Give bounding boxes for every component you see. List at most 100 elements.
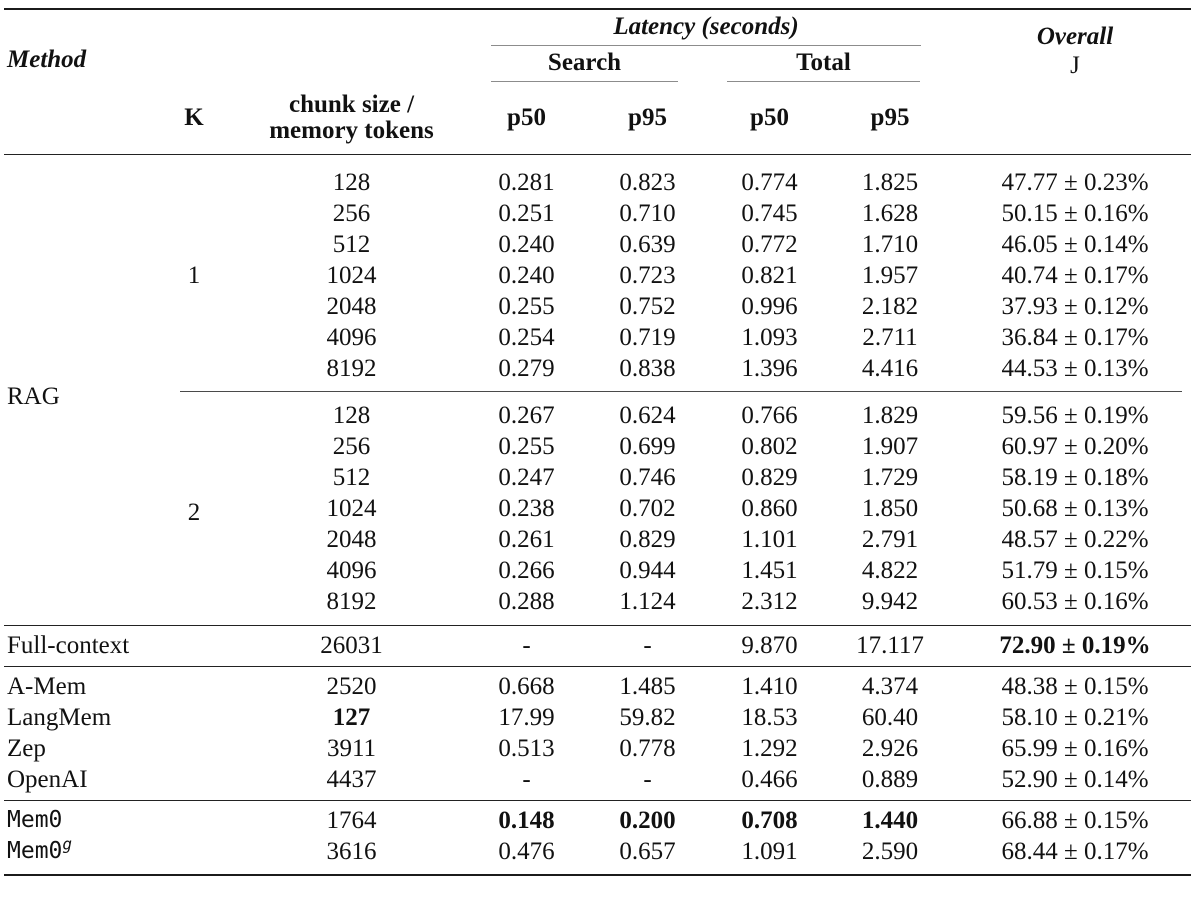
search-p95-cell: 0.752 <box>619 293 676 320</box>
search-p50-cell: - <box>522 766 531 793</box>
search-p95-cell: 0.639 <box>619 231 676 258</box>
chunk-cell: 8192 <box>326 588 377 615</box>
table-body: RAG 1 128 0.281 0.823 0.774 1.825 47.77 … <box>4 155 1191 876</box>
total-p50-cell: 0.996 <box>741 293 798 320</box>
chunk-cell: 2048 <box>326 526 377 553</box>
total-p95-cell: 1.825 <box>861 169 919 196</box>
total-p50-cell: 1.093 <box>741 324 798 351</box>
total-p50-cell: 1.292 <box>741 735 798 762</box>
overall-cell: 36.84 ± 0.17% <box>1001 324 1149 351</box>
table-row: RAG 1 128 0.281 0.823 0.774 1.825 47.77 … <box>4 155 1191 409</box>
search-p95-cell: 0.823 <box>619 169 676 196</box>
table-row-full-context: Full-context 26031 - - 9.870 17.117 72.9… <box>4 625 1191 667</box>
search-p50-cell: 0.267 <box>498 402 555 429</box>
header-latency-group: Latency (seconds) <box>469 9 952 46</box>
overall-cell: 50.15 ± 0.16% <box>1001 200 1149 227</box>
method-cell: Full-context <box>4 625 234 667</box>
search-p50-cell: 0.668 <box>469 666 584 702</box>
search-p95-cell: 0.657 <box>619 838 676 865</box>
k-cell-2: 2 <box>187 499 201 526</box>
header-overall-label: Overall <box>1036 23 1114 50</box>
method-cell: OpenAI <box>7 766 88 793</box>
table-row-openai: OpenAI 4437 - - 0.466 0.889 52.90 ± 0.14… <box>4 764 1191 801</box>
header-spacer <box>154 9 469 82</box>
total-p50-cell: 2.312 <box>741 588 798 615</box>
header-latency-label: Latency (seconds) <box>613 13 799 40</box>
total-p95-cell: 1.850 <box>861 495 919 522</box>
chunk-cell: 2048 <box>326 293 377 320</box>
overall-cell: 68.44 ± 0.17% <box>1001 838 1149 865</box>
k-block-divider-cell <box>154 384 1191 400</box>
search-p50-cell: 0.255 <box>498 293 555 320</box>
search-p50-cell: 0.254 <box>498 324 555 351</box>
header-search-label: Search <box>547 49 622 76</box>
total-p50-cell: 9.870 <box>711 625 828 667</box>
search-p50-cell: 0.251 <box>498 200 555 227</box>
chunk-cell: 3911 <box>326 735 377 762</box>
table-row: 4096 0.266 0.944 1.451 4.822 51.79 ± 0.1… <box>4 555 1191 586</box>
header-total-group: Total <box>711 46 952 82</box>
overall-cell: 58.19 ± 0.18% <box>1001 464 1149 491</box>
table-header: Method Latency (seconds) Overall J Searc… <box>4 9 1191 155</box>
search-p50-cell: 0.255 <box>498 433 555 460</box>
chunk-cell: 128 <box>332 402 371 429</box>
chunk-cell: 256 <box>332 200 371 227</box>
total-p95-cell: 2.182 <box>861 293 919 320</box>
chunk-cell: 512 <box>332 231 371 258</box>
search-p95-cell: 0.200 <box>584 800 711 836</box>
table-row: 1024 0.238 0.702 0.860 1.850 50.68 ± 0.1… <box>4 493 1191 524</box>
table-row-zep: Zep 3911 0.513 0.778 1.292 2.926 65.99 ±… <box>4 733 1191 764</box>
search-p95-cell: 1.124 <box>619 588 676 615</box>
table-row: 8192 0.288 1.124 2.312 9.942 60.53 ± 0.1… <box>4 586 1191 626</box>
total-p50-cell: 1.410 <box>711 666 828 702</box>
total-p50-cell: 0.772 <box>741 231 798 258</box>
search-p95-cell: 0.719 <box>619 324 676 351</box>
overall-cell: 52.90 ± 0.14% <box>1001 766 1149 793</box>
chunk-cell: 1024 <box>326 495 377 522</box>
search-p95-cell: 1.485 <box>584 666 711 702</box>
total-p95-cell: 9.942 <box>861 588 919 615</box>
header-j-metric: J <box>1070 52 1080 79</box>
k-block-divider-row <box>4 384 1191 400</box>
overall-cell: 46.05 ± 0.14% <box>1001 231 1149 258</box>
search-p50-cell: 0.513 <box>498 735 555 762</box>
search-p50-cell: 0.281 <box>498 169 555 196</box>
chunk-cell: 8192 <box>326 355 377 382</box>
search-p95-cell: 0.829 <box>619 526 676 553</box>
chunk-cell: 256 <box>332 433 371 460</box>
header-chunk-size: chunk size / memory tokens <box>234 82 469 155</box>
latency-results-table: Method Latency (seconds) Overall J Searc… <box>4 8 1191 876</box>
total-p50-cell: 18.53 <box>741 704 798 731</box>
total-p95-cell: 60.40 <box>861 704 919 731</box>
total-p50-cell: 0.745 <box>741 200 798 227</box>
chunk-cell: 4096 <box>326 324 377 351</box>
total-p95-cell: 4.374 <box>828 666 952 702</box>
overall-cell: 59.56 ± 0.19% <box>1001 402 1149 429</box>
header-chunk-line2: memory tokens <box>269 117 434 144</box>
chunk-cell: 128 <box>332 169 371 196</box>
table-row: 256 0.251 0.710 0.745 1.628 50.15 ± 0.16… <box>4 198 1191 229</box>
overall-cell: 65.99 ± 0.16% <box>1001 735 1149 762</box>
search-p95-cell: - <box>584 625 711 667</box>
chunk-cell: 1024 <box>326 262 377 289</box>
total-p95-cell: 2.926 <box>861 735 919 762</box>
header-overall: Overall J <box>952 9 1191 82</box>
search-p95-cell: 0.778 <box>619 735 676 762</box>
total-p95-cell: 1.907 <box>861 433 919 460</box>
header-search-p50: p50 <box>469 82 584 155</box>
overall-cell: 47.77 ± 0.23% <box>1001 169 1149 196</box>
method-cell: Mem0 <box>4 800 234 836</box>
method-cell: Mem0g <box>4 836 234 875</box>
table-row: 256 0.255 0.699 0.802 1.907 60.97 ± 0.20… <box>4 431 1191 462</box>
overall-cell: 60.53 ± 0.16% <box>1001 588 1149 615</box>
table-row: 2048 0.255 0.752 0.996 2.182 37.93 ± 0.1… <box>4 291 1191 322</box>
search-p95-cell: 0.723 <box>619 262 676 289</box>
header-row-groups: Method Latency (seconds) Overall J <box>4 9 1191 155</box>
total-p50-cell: 0.466 <box>741 766 798 793</box>
search-p50-cell: 0.261 <box>498 526 555 553</box>
table-row: 512 0.240 0.639 0.772 1.710 46.05 ± 0.14… <box>4 229 1191 260</box>
total-p95-cell: 1.729 <box>861 464 919 491</box>
method-cell: A-Mem <box>4 666 234 702</box>
total-p95-cell: 1.710 <box>861 231 919 258</box>
chunk-cell: 512 <box>332 464 371 491</box>
